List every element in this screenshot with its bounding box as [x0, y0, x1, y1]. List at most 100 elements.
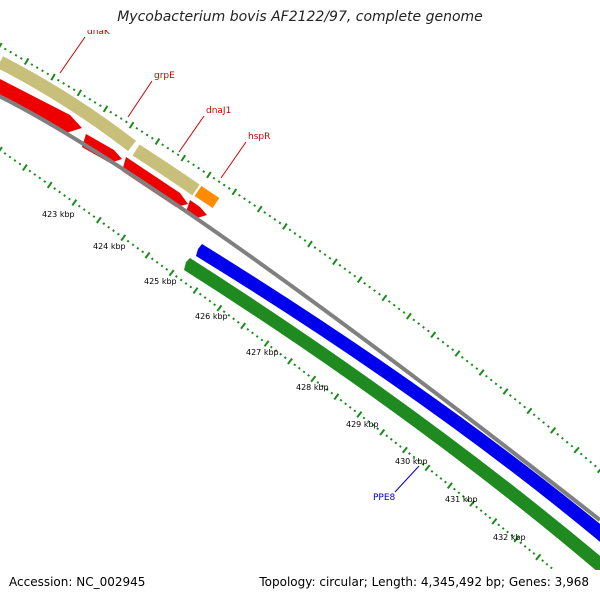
- major-tick: [192, 287, 199, 294]
- genome-backbone: [0, 94, 600, 522]
- scale-label: 431 kbp: [445, 495, 478, 504]
- gene-label-dnaK[interactable]: dnaK: [87, 27, 111, 37]
- gene-label-PPE8[interactable]: PPE8: [373, 493, 396, 503]
- minor-tick: [160, 264, 164, 268]
- minor-tick: [38, 176, 42, 180]
- minor-tick: [62, 81, 65, 85]
- major-tick: [573, 446, 580, 454]
- minor-tick: [119, 117, 123, 120]
- minor-tick: [77, 204, 81, 208]
- minor-tick: [197, 166, 201, 170]
- minor-tick: [302, 370, 306, 374]
- minor-tick: [537, 417, 541, 421]
- minor-tick: [46, 72, 50, 76]
- major-tick: [526, 407, 533, 415]
- minor-tick: [499, 386, 503, 390]
- map-title: Mycobacterium bovis AF2122/97, complete …: [117, 9, 483, 25]
- minor-tick: [3, 152, 7, 155]
- minor-tick: [353, 274, 357, 278]
- minor-tick: [392, 303, 396, 307]
- minor-tick: [161, 143, 165, 147]
- gene-label-grpE[interactable]: grpE: [154, 71, 175, 81]
- minor-tick: [213, 303, 216, 307]
- cds-arrow-dnaK-b[interactable]: [82, 134, 122, 163]
- minor-tick: [9, 50, 13, 54]
- cds-arrow-dnaK-a[interactable]: [0, 79, 82, 133]
- minor-tick: [283, 356, 287, 360]
- major-tick: [446, 482, 453, 490]
- minor-tick: [344, 402, 348, 406]
- minor-tick: [435, 473, 438, 477]
- minor-tick: [8, 155, 12, 159]
- major-tick: [120, 234, 127, 242]
- minor-tick: [279, 352, 283, 356]
- minor-tick: [444, 480, 447, 484]
- major-tick: [76, 89, 83, 97]
- minor-tick: [313, 246, 317, 249]
- major-tick: [282, 223, 288, 230]
- major-tick: [332, 258, 338, 266]
- minor-tick: [402, 311, 406, 314]
- minor-tick: [150, 257, 154, 261]
- outer-tick-ring: [0, 42, 600, 474]
- minor-tick: [87, 211, 91, 215]
- minor-tick: [421, 462, 425, 466]
- major-tick: [0, 42, 3, 49]
- minor-tick: [353, 409, 357, 413]
- major-tick: [23, 57, 30, 66]
- cds-arrow-dnaJ1[interactable]: [122, 157, 188, 207]
- minor-tick: [362, 416, 366, 420]
- minor-tick: [236, 320, 240, 324]
- scale-label: 427 kbp: [246, 348, 279, 357]
- minor-tick: [330, 391, 334, 395]
- minor-tick: [88, 97, 92, 101]
- minor-tick: [417, 459, 420, 463]
- minor-tick: [417, 322, 421, 325]
- major-tick: [168, 269, 175, 277]
- major-tick: [102, 105, 109, 113]
- minor-tick: [460, 355, 464, 359]
- gene-label-hspR[interactable]: hspR: [248, 132, 270, 142]
- minor-tick: [316, 381, 320, 384]
- minor-tick: [436, 337, 440, 340]
- minor-tick: [494, 382, 498, 386]
- gene-bar-dnaK[interactable]: [0, 56, 136, 152]
- minor-tick: [549, 566, 553, 570]
- major-tick: [502, 388, 509, 395]
- minor-tick: [518, 401, 522, 405]
- major-tick: [381, 294, 388, 302]
- gene-bar-grpE[interactable]: [132, 144, 200, 196]
- cds-arrow-PPE8[interactable]: [196, 244, 600, 546]
- minor-tick: [109, 110, 113, 114]
- major-tick: [50, 73, 56, 81]
- major-tick: [287, 357, 293, 365]
- minor-tick: [189, 285, 193, 289]
- minor-tick: [72, 88, 76, 92]
- minor-tick: [470, 363, 474, 367]
- minor-tick: [394, 441, 398, 445]
- minor-tick: [135, 126, 139, 130]
- minor-tick: [28, 169, 32, 173]
- minor-tick: [565, 440, 569, 444]
- minor-tick: [288, 228, 292, 232]
- minor-tick: [33, 173, 37, 176]
- gene-bar-PPE8[interactable]: [184, 258, 600, 578]
- minor-tick: [3, 47, 7, 51]
- minor-tick: [187, 160, 190, 163]
- major-tick: [405, 312, 412, 320]
- minor-tick: [461, 494, 465, 498]
- minor-tick: [397, 307, 401, 311]
- minor-tick: [412, 455, 416, 459]
- gene-label-dnaJ1[interactable]: dnaJ1: [206, 106, 231, 116]
- major-tick: [206, 171, 212, 179]
- minor-tick: [274, 349, 278, 352]
- gene-bar-hspR[interactable]: [194, 186, 220, 208]
- major-tick: [71, 199, 78, 206]
- minor-tick: [387, 300, 391, 303]
- minor-tick: [18, 162, 22, 166]
- minor-tick: [58, 190, 62, 194]
- major-tick: [240, 322, 246, 330]
- minor-tick: [232, 317, 235, 321]
- minor-tick: [222, 310, 226, 314]
- minor-tick: [523, 405, 527, 409]
